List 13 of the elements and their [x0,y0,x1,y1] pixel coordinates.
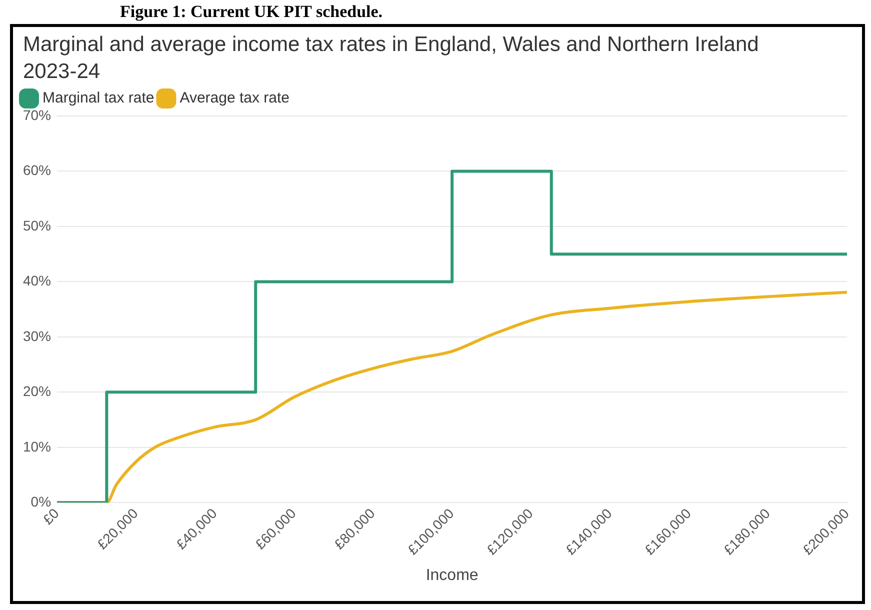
legend-label: Marginal tax rate [42,90,154,107]
y-tick-label: 20% [22,383,52,400]
caption: Figure 1: Current UK PIT schedule. [119,1,384,22]
y-tick-label: 70% [22,106,52,123]
chart-title: Marginal and average income tax rates in England, Wales and Northern Ireland 2023-24 [22,32,760,85]
y-tick-label: 10% [22,438,52,454]
x-axis-title: Income [426,566,478,584]
y-tick-label: 0% [30,493,52,510]
y-tick-label: 50% [22,217,52,234]
legend-label: Average tax rate [180,90,290,107]
y-tick-label: 60% [22,162,52,178]
y-tick-label: 40% [22,272,52,289]
y-tick-label: 30% [22,328,52,344]
